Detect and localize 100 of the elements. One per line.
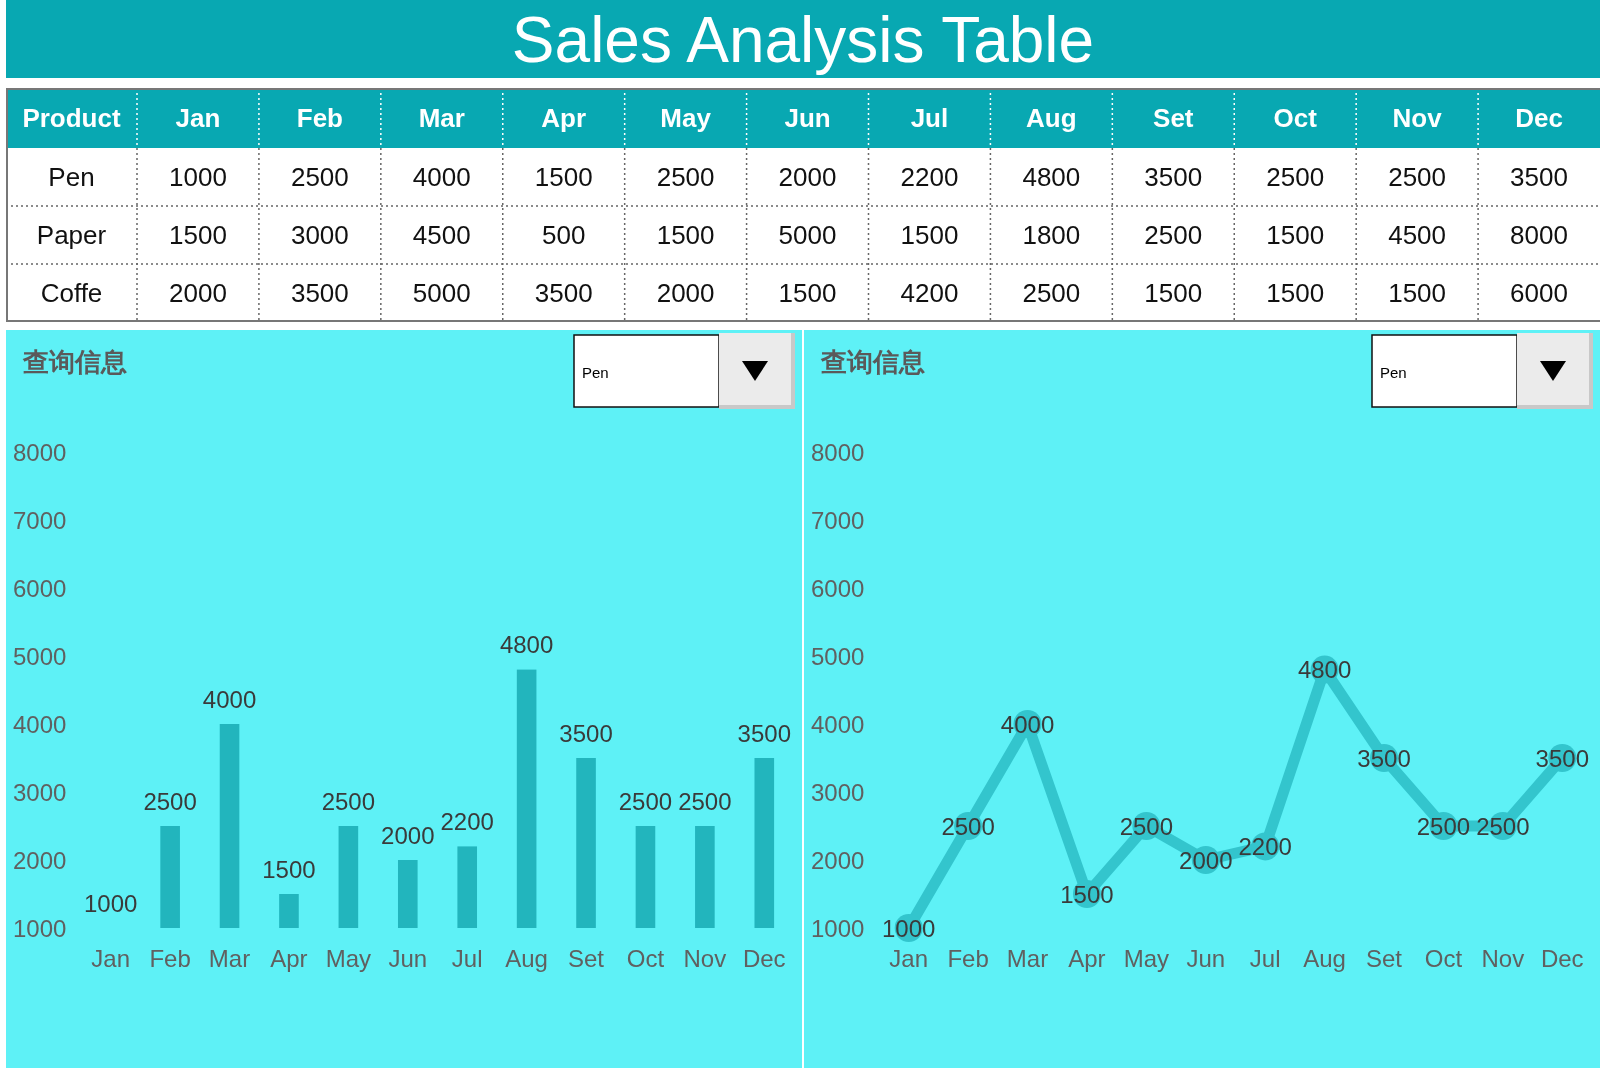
data-label: 1000 <box>84 889 138 917</box>
data-label: 3000 <box>290 220 349 250</box>
data-label: 3500 <box>1535 744 1589 772</box>
y-tick-label: 4000 <box>13 710 67 738</box>
data-label: 500 <box>542 220 586 250</box>
x-tick-label: Jun <box>1186 944 1226 972</box>
data-label: 2500 <box>143 787 197 815</box>
y-tick-label: 3000 <box>811 778 865 806</box>
y-tick-label: 1000 <box>13 914 67 942</box>
data-label: 1000 <box>882 914 936 942</box>
y-tick-label: 1000 <box>811 914 865 942</box>
text: Pen <box>582 363 609 381</box>
data-label: 4000 <box>202 685 257 713</box>
data-label: 2200 <box>900 162 959 192</box>
data-label: 1500 <box>900 220 959 250</box>
data-label: 4800 <box>1297 656 1352 684</box>
x-tick-label: Dec <box>1540 944 1584 972</box>
x-tick-label: Set <box>1366 944 1403 972</box>
data-label: 1000 <box>169 162 227 192</box>
y-tick-label: Pen <box>48 162 95 192</box>
y-tick-label: 2000 <box>811 846 865 874</box>
y-tick-label: 6000 <box>13 574 67 602</box>
data-label: 1500 <box>534 162 593 192</box>
x-tick-label: Aug <box>1026 103 1077 133</box>
x-tick-label: Dec <box>742 944 786 972</box>
data-label: 2000 <box>1179 846 1233 874</box>
x-tick-label: Nov <box>1481 944 1525 972</box>
y-tick-label: 5000 <box>13 642 67 670</box>
y-tick-label: 2000 <box>13 846 67 874</box>
data-label: 4200 <box>900 278 959 308</box>
data-label: 2000 <box>381 821 435 849</box>
data-label: 4500 <box>412 220 471 250</box>
data-label: 2500 <box>321 787 376 815</box>
y-tick-label: 6000 <box>811 574 865 602</box>
x-tick-label: Nov <box>683 944 727 972</box>
data-label: 3500 <box>1144 162 1203 192</box>
y-tick-label: 7000 <box>811 506 865 534</box>
data-label: 2000 <box>169 278 227 308</box>
data-label: 3500 <box>559 719 613 747</box>
x-tick-label: Jun <box>784 103 831 133</box>
x-tick-label: Feb <box>149 944 191 972</box>
data-label: 1800 <box>1022 220 1081 250</box>
data-label: 1500 <box>262 855 316 883</box>
x-tick-label: Jan <box>91 944 131 972</box>
data-label: 2500 <box>941 812 995 840</box>
data-label: 1500 <box>169 220 227 250</box>
data-label: 8000 <box>1510 220 1568 250</box>
chart-title: 查询信息 <box>820 347 925 377</box>
x-tick-label: Apr <box>1068 944 1106 972</box>
data-label: 4800 <box>1022 162 1081 192</box>
data-label: 2000 <box>656 278 715 308</box>
y-tick-label: Paper <box>36 220 107 250</box>
data-label: 5000 <box>778 220 837 250</box>
data-label: 2000 <box>778 162 837 192</box>
data-label: 4500 <box>1388 220 1447 250</box>
data-label: 2500 <box>618 787 673 815</box>
x-tick-label: May <box>660 103 712 133</box>
y-tick-label: Coffe <box>40 278 103 308</box>
data-label: 2500 <box>1119 812 1174 840</box>
chart-title: 查询信息 <box>22 347 127 377</box>
data-label: 2200 <box>440 807 494 835</box>
data-label: 3500 <box>1510 162 1568 192</box>
x-tick-label: Mar <box>208 944 251 972</box>
x-tick-label: Feb <box>296 103 343 133</box>
x-tick-label: Apr <box>270 944 308 972</box>
data-label: 3500 <box>1357 744 1411 772</box>
data-label: 2500 <box>1266 162 1325 192</box>
data-label: 2500 <box>1388 162 1447 192</box>
data-label: 3500 <box>534 278 593 308</box>
data-label: 4800 <box>499 631 554 659</box>
data-label: 2500 <box>678 787 732 815</box>
x-tick-label: Feb <box>947 944 989 972</box>
data-label: 1500 <box>1144 278 1203 308</box>
data-label: 2200 <box>1238 832 1292 860</box>
data-label: 1500 <box>778 278 837 308</box>
x-tick-label: May <box>325 944 372 972</box>
data-label: 1500 <box>1388 278 1447 308</box>
y-tick-label: 7000 <box>13 506 67 534</box>
x-tick-label: Set <box>1153 103 1194 133</box>
x-tick-label: May <box>1123 944 1170 972</box>
data-label: 3500 <box>290 278 349 308</box>
y-axis-title: Product <box>22 103 121 133</box>
data-label: 2500 <box>1416 812 1471 840</box>
data-label: 2500 <box>656 162 715 192</box>
x-tick-label: Nov <box>1392 103 1443 133</box>
x-tick-label: Oct <box>626 944 665 972</box>
x-tick-label: Mar <box>418 103 465 133</box>
x-tick-label: Aug <box>1303 944 1346 972</box>
data-label: 4000 <box>412 162 471 192</box>
data-label: 3500 <box>737 719 791 747</box>
data-label: 1500 <box>1266 220 1325 250</box>
x-tick-label: Dec <box>1515 103 1563 133</box>
x-tick-label: Jan <box>175 103 221 133</box>
data-label: 2500 <box>290 162 349 192</box>
y-tick-label: 5000 <box>811 642 865 670</box>
data-label: 5000 <box>412 278 471 308</box>
x-tick-label: Jun <box>388 944 428 972</box>
data-label: 6000 <box>1510 278 1568 308</box>
data-label: 1500 <box>656 220 715 250</box>
x-tick-label: Jan <box>889 944 929 972</box>
